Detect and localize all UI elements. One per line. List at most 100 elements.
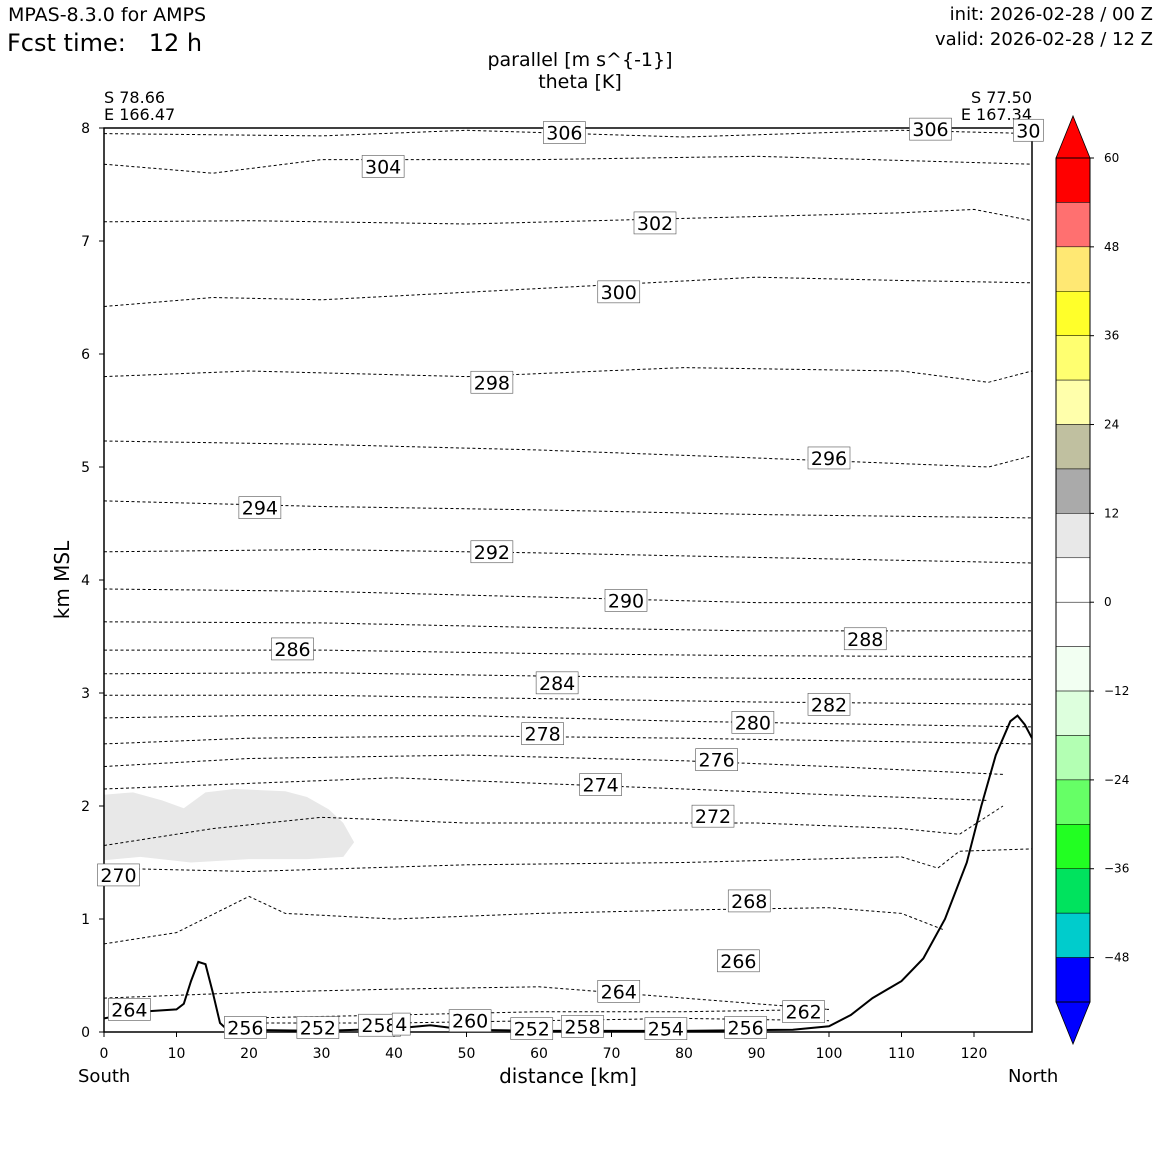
svg-text:298: 298	[474, 372, 510, 394]
isentrope-290	[104, 588, 1032, 604]
svg-text:4: 4	[395, 1014, 407, 1036]
contour-label: 288	[843, 627, 887, 651]
svg-text:268: 268	[731, 891, 767, 913]
end-lon: E 167.34	[960, 105, 1032, 124]
contour-label: 296	[807, 446, 851, 470]
end-direction-label: North	[1008, 1066, 1059, 1087]
svg-text:274: 274	[582, 775, 618, 797]
contour-label: 306	[909, 117, 952, 141]
y-tick-label: 0	[81, 1025, 90, 1041]
isentrope-276	[104, 754, 1004, 775]
x-tick-label: 110	[888, 1046, 915, 1062]
isentrope-302	[104, 208, 1032, 225]
isentrope-292	[104, 548, 1032, 564]
x-tick-label: 40	[385, 1046, 403, 1062]
end-point-coords: S 77.50 E 167.34	[961, 89, 1032, 123]
x-tick-label: 50	[458, 1046, 476, 1062]
contour-label: 264	[597, 980, 641, 1003]
contour-label: 262	[782, 1000, 825, 1024]
colorbar-tick-label: −12	[1104, 684, 1129, 698]
colorbar-band	[1055, 779, 1091, 825]
contour-label: 258	[561, 1015, 604, 1038]
isentrope-288	[104, 621, 1032, 632]
svg-text:272: 272	[695, 806, 731, 828]
svg-text:306: 306	[546, 123, 582, 145]
colorbar-band	[1055, 291, 1091, 336]
shaded-region	[104, 789, 355, 863]
colorbar-band	[1055, 601, 1091, 647]
contour-label: 266	[717, 949, 760, 973]
contour-label: 306	[543, 121, 586, 145]
contour-label: 274	[579, 773, 622, 797]
y-tick-label: 3	[81, 686, 90, 702]
svg-text:290: 290	[608, 590, 644, 612]
svg-text:256: 256	[227, 1017, 263, 1039]
x-tick-label: 30	[313, 1046, 331, 1062]
isentrope-296	[104, 440, 1032, 468]
colorbar-band	[1055, 424, 1091, 470]
svg-text:264: 264	[111, 999, 147, 1021]
svg-text:276: 276	[698, 750, 734, 772]
forecast-time: Fcst time: 12 h	[7, 29, 203, 57]
chart-title: parallel [m s^{-1}]	[487, 49, 673, 71]
valid-time: valid: 2026-02-28 / 12 Z	[935, 29, 1153, 50]
svg-text:260: 260	[452, 1011, 488, 1033]
isentrope-278	[104, 735, 1032, 745]
colorbar-band	[1055, 912, 1091, 958]
x-tick-label: 20	[240, 1046, 258, 1062]
y-tick-label: 8	[81, 121, 90, 137]
svg-text:300: 300	[601, 282, 637, 304]
start-lon: E 166.47	[104, 105, 176, 124]
colorbar-band	[1055, 202, 1091, 248]
isentrope-304	[104, 155, 1032, 174]
y-tick-label: 7	[81, 234, 90, 250]
y-tick-label: 4	[81, 573, 90, 589]
contour-label: 272	[691, 804, 735, 828]
svg-text:304: 304	[365, 156, 401, 178]
colorbar-band	[1055, 868, 1091, 914]
svg-text:296: 296	[811, 448, 847, 470]
colorbar-tick-label: −24	[1104, 773, 1129, 787]
svg-text:266: 266	[720, 951, 756, 973]
contour-label: 4	[391, 1012, 411, 1036]
y-tick-label: 5	[81, 460, 90, 476]
contour-label: 260	[448, 1009, 492, 1033]
colorbar-band	[1055, 335, 1091, 381]
x-axis-label: distance [km]	[499, 1064, 637, 1088]
colorbar-tick-label: 36	[1104, 329, 1119, 343]
init-time: init: 2026-02-28 / 00 Z	[949, 4, 1153, 25]
x-tick-label: 10	[168, 1046, 186, 1062]
svg-text:258: 258	[361, 1015, 397, 1037]
colorbar-tick-label: −36	[1104, 862, 1129, 876]
x-tick-label: 80	[675, 1046, 693, 1062]
end-lat: S 77.50	[970, 88, 1032, 107]
colorbar-tick-label: 48	[1104, 240, 1119, 254]
svg-text:302: 302	[637, 213, 673, 235]
svg-text:264: 264	[601, 981, 637, 1003]
isentrope-274	[104, 777, 989, 801]
svg-text:252: 252	[300, 1017, 336, 1039]
svg-text:294: 294	[242, 498, 278, 520]
svg-text:256: 256	[727, 1017, 763, 1039]
contour-label: 284	[535, 671, 579, 695]
colorbar-band	[1055, 957, 1091, 1003]
svg-text:252: 252	[514, 1019, 550, 1041]
x-tick-label: 70	[603, 1046, 621, 1062]
plot-frame	[103, 127, 1033, 1033]
contour-label: 276	[695, 748, 738, 772]
contour-label: 252	[296, 1016, 340, 1039]
contour-label: 286	[271, 637, 314, 661]
contour-label: 256	[724, 1016, 767, 1039]
isentrope-300	[104, 276, 1032, 307]
contour-label: 268	[727, 889, 771, 913]
colorbar-band	[1055, 513, 1091, 559]
colorbar-band	[1055, 735, 1091, 781]
svg-text:258: 258	[564, 1016, 600, 1038]
svg-text:288: 288	[847, 629, 883, 651]
colorbar-extend-min	[1055, 1001, 1091, 1046]
contour-label: 256	[224, 1016, 267, 1039]
terrain-line	[104, 714, 1032, 1032]
colorbar-band	[1055, 824, 1091, 869]
x-tick-label: 120	[961, 1046, 988, 1062]
